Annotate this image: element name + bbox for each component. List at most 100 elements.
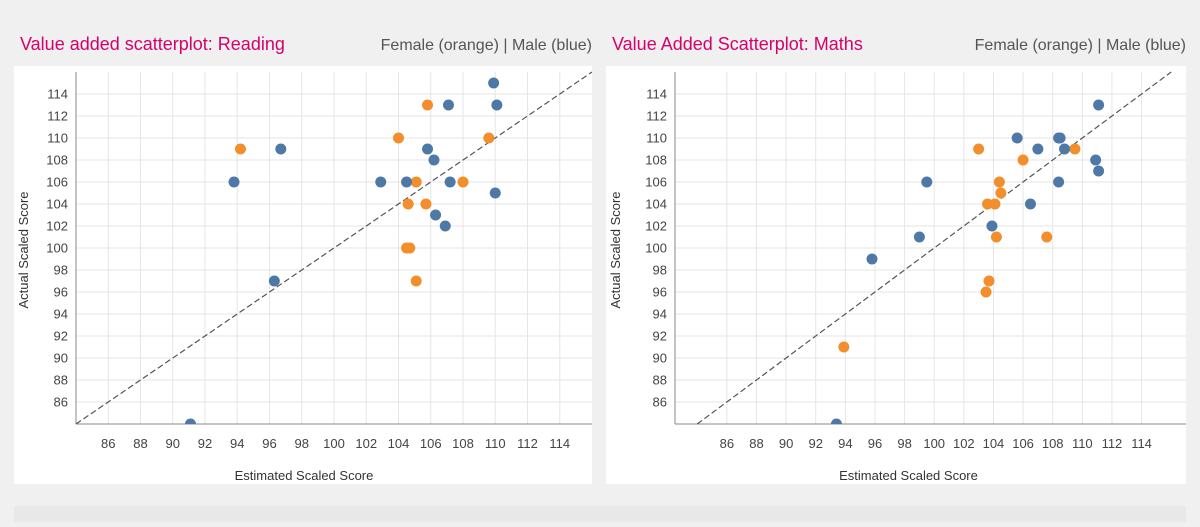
male-data-point — [1054, 132, 1066, 144]
maths-male-series — [830, 99, 1105, 424]
y-tick-label: 114 — [47, 87, 68, 102]
female-data-point — [420, 198, 432, 210]
y-tick-label: 102 — [46, 219, 68, 234]
reading-chart-panel: Value added scatterplot: Reading Female … — [14, 26, 592, 484]
y-tick-label: 112 — [646, 109, 667, 124]
male-data-point — [1093, 165, 1105, 177]
reading-scatterplot: 86 88 90 92 94 96 98 100 102 104 106 108 110 112 114 86… — [16, 71, 592, 483]
reading-y-axis-title: Actual Scaled Score — [16, 191, 31, 308]
y-tick-label: 98 — [653, 263, 667, 278]
x-tick-label: 90 — [779, 436, 793, 451]
reading-x-axis-title: Estimated Scaled Score — [235, 468, 374, 483]
male-data-point — [1053, 176, 1065, 188]
female-data-point — [983, 275, 995, 287]
female-data-point — [410, 176, 422, 188]
x-tick-label: 92 — [808, 436, 822, 451]
x-tick-label: 108 — [1042, 436, 1064, 451]
x-tick-label: 106 — [420, 436, 442, 451]
female-data-point — [980, 286, 992, 298]
x-tick-label: 94 — [838, 436, 852, 451]
male-data-point — [422, 143, 434, 155]
female-data-point — [1069, 143, 1081, 155]
female-data-point — [993, 176, 1005, 188]
y-tick-label: 92 — [54, 329, 68, 344]
y-tick-label: 114 — [646, 87, 667, 102]
y-tick-label: 100 — [46, 241, 68, 256]
x-tick-label: 86 — [101, 436, 115, 451]
bottom-divider — [14, 506, 1186, 522]
y-tick-label: 108 — [645, 153, 667, 168]
male-data-point — [866, 253, 878, 265]
female-data-point — [404, 242, 416, 254]
maths-chart-panel: Value Added Scatterplot: Maths Female (o… — [606, 26, 1186, 484]
male-data-point — [1011, 132, 1023, 144]
male-data-point — [1024, 198, 1036, 210]
reading-reference-line — [75, 71, 592, 425]
reading-chart-header: Value added scatterplot: Reading Female … — [14, 26, 592, 66]
maths-grid — [675, 72, 1186, 424]
x-tick-label: 110 — [485, 436, 506, 451]
x-tick-label: 88 — [749, 436, 763, 451]
y-tick-label: 86 — [54, 395, 68, 410]
x-tick-label: 96 — [262, 436, 276, 451]
x-tick-label: 90 — [166, 436, 180, 451]
y-tick-label: 106 — [645, 175, 667, 190]
y-tick-label: 104 — [645, 197, 667, 212]
y-tick-label: 86 — [653, 395, 667, 410]
male-data-point — [489, 187, 501, 199]
y-tick-label: 94 — [653, 307, 667, 322]
male-data-point — [986, 220, 998, 232]
maths-scatterplot: 86 88 90 92 94 96 98 100 102 104 106 108 110 112 114 86… — [608, 71, 1186, 483]
y-tick-label: 110 — [646, 131, 667, 146]
x-tick-label: 102 — [953, 436, 975, 451]
x-tick-label: 86 — [720, 436, 734, 451]
x-tick-label: 114 — [1131, 436, 1152, 451]
male-data-point — [401, 176, 413, 188]
male-data-point — [1093, 99, 1105, 111]
x-tick-label: 104 — [983, 436, 1005, 451]
male-data-point — [830, 418, 842, 424]
y-tick-label: 90 — [54, 351, 68, 366]
y-tick-label: 110 — [47, 131, 68, 146]
female-data-point — [1017, 154, 1029, 166]
male-data-point — [184, 418, 196, 424]
female-data-point — [989, 198, 1001, 210]
x-tick-label: 98 — [897, 436, 911, 451]
maths-chart-header: Value Added Scatterplot: Maths Female (o… — [606, 26, 1186, 66]
reading-chart-legend: Female (orange) | Male (blue) — [380, 37, 592, 54]
male-data-point — [275, 143, 287, 155]
female-data-point — [402, 198, 414, 210]
x-tick-label: 94 — [230, 436, 244, 451]
male-data-point — [439, 220, 451, 232]
y-tick-label: 108 — [46, 153, 68, 168]
y-tick-label: 106 — [46, 175, 68, 190]
male-data-point — [921, 176, 933, 188]
x-tick-label: 92 — [198, 436, 212, 451]
x-tick-label: 110 — [1072, 436, 1093, 451]
male-data-point — [1032, 143, 1044, 155]
x-tick-label: 112 — [517, 436, 538, 451]
y-tick-label: 98 — [54, 263, 68, 278]
y-tick-label: 88 — [653, 373, 667, 388]
male-data-point — [444, 176, 456, 188]
x-tick-label: 114 — [549, 436, 570, 451]
y-tick-label: 104 — [46, 197, 68, 212]
reading-grid — [76, 72, 592, 424]
female-data-point — [838, 341, 850, 353]
male-data-point — [491, 99, 503, 111]
y-tick-label: 92 — [653, 329, 667, 344]
y-tick-label: 102 — [645, 219, 667, 234]
reading-male-series — [184, 77, 503, 424]
maths-female-series — [838, 143, 1081, 353]
female-data-point — [990, 231, 1002, 243]
x-tick-label: 100 — [923, 436, 945, 451]
male-data-point — [913, 231, 925, 243]
female-data-point — [410, 275, 422, 287]
x-tick-label: 88 — [133, 436, 147, 451]
y-tick-label: 94 — [54, 307, 68, 322]
female-data-point — [995, 187, 1007, 199]
x-tick-label: 100 — [323, 436, 345, 451]
female-data-point — [393, 132, 404, 144]
male-data-point — [1059, 143, 1071, 155]
maths-y-axis-title: Actual Scaled Score — [608, 191, 623, 308]
